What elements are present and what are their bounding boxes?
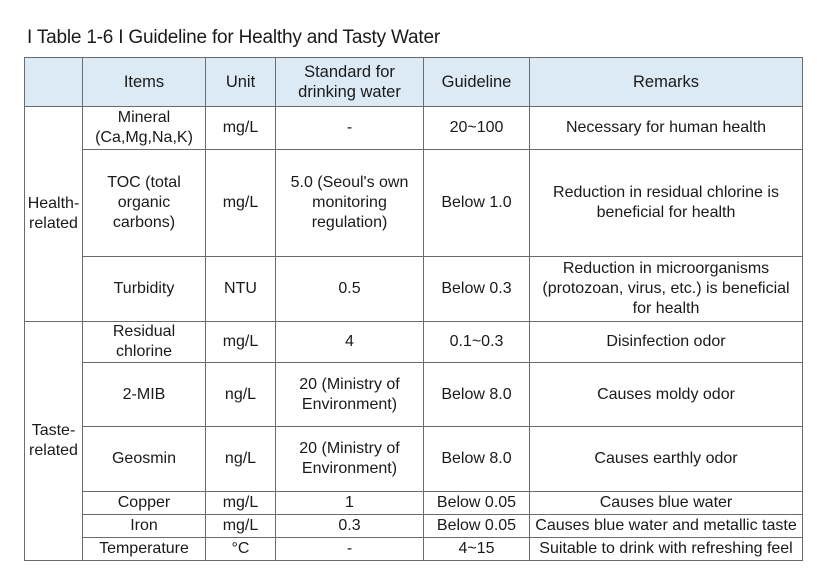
cell-remarks: Causes blue water (529, 491, 803, 515)
cell-guideline: Below 8.0 (423, 426, 530, 492)
cell-remarks: Reduction in residual chlorine is benefi… (529, 149, 803, 257)
cell-unit: mg/L (205, 491, 276, 515)
cell-item: Mineral (Ca,Mg,Na,K) (82, 106, 206, 150)
cell-unit: °C (205, 537, 276, 561)
header-items: Items (82, 57, 206, 107)
cell-guideline: 20~100 (423, 106, 530, 150)
cell-item: Copper (82, 491, 206, 515)
header-remarks: Remarks (529, 57, 803, 107)
cell-remarks: Necessary for human health (529, 106, 803, 150)
cell-item: 2-MIB (82, 362, 206, 427)
cell-unit: mg/L (205, 321, 276, 363)
cell-unit: mg/L (205, 514, 276, 538)
table-row: Health-related Mineral (Ca,Mg,Na,K) mg/L… (24, 106, 803, 322)
cell-guideline: Below 0.05 (423, 491, 530, 515)
cell-guideline: 0.1~0.3 (423, 321, 530, 363)
cell-item: Iron (82, 514, 206, 538)
table-row: Geosmin ng/L 20 (Ministry of Environment… (25, 426, 803, 492)
header-standard: Standard for drinking water (275, 57, 424, 107)
header-unit: Unit (205, 57, 276, 107)
cell-standard: - (275, 537, 424, 561)
cell-standard: 20 (Ministry of Environment) (275, 362, 424, 427)
cell-standard: 1 (275, 491, 424, 515)
cell-guideline: Below 1.0 (423, 149, 530, 257)
cell-standard: 20 (Ministry of Environment) (275, 426, 424, 492)
cell-item: Geosmin (82, 426, 206, 492)
cell-standard: 5.0 (Seoul's own monitoring regulation) (275, 149, 424, 257)
cell-remarks: Causes earthly odor (529, 426, 803, 492)
table-row: Turbidity NTU 0.5 Below 0.3 Reduction in… (25, 256, 803, 322)
cell-item: Turbidity (82, 256, 206, 322)
cell-guideline: Below 0.3 (423, 256, 530, 322)
cell-guideline: Below 8.0 (423, 362, 530, 427)
cell-remarks: Causes moldy odor (529, 362, 803, 427)
cell-guideline: Below 0.05 (423, 514, 530, 538)
cell-unit: ng/L (205, 362, 276, 427)
cell-item: TOC (total organic carbons) (82, 149, 206, 257)
table-row: Temperature °C - 4~15 Suitable to drink … (25, 537, 803, 561)
cell-standard: 0.3 (275, 514, 424, 538)
water-guideline-table: Items Unit Standard for drinking water G… (24, 57, 803, 561)
table-caption: I Table 1-6 I Guideline for Healthy and … (27, 27, 440, 48)
cell-unit: ng/L (205, 426, 276, 492)
cell-standard: 0.5 (275, 256, 424, 322)
cell-standard: 4 (275, 321, 424, 363)
cell-unit: NTU (205, 256, 276, 322)
cell-item: Residual chlorine (82, 321, 206, 363)
cell-remarks: Causes blue water and metallic taste (529, 514, 803, 538)
table-row: TOC (total organic carbons) mg/L 5.0 (Se… (25, 149, 803, 257)
table-row: Taste-related Residual chlorine mg/L 4 0… (24, 321, 803, 561)
cell-unit: mg/L (205, 149, 276, 257)
table-row: Iron mg/L 0.3 Below 0.05 Causes blue wat… (25, 514, 803, 538)
table-row: Copper mg/L 1 Below 0.05 Causes blue wat… (25, 491, 803, 515)
header-category (24, 57, 83, 107)
group-health: Health-related (24, 106, 83, 322)
table-row: 2-MIB ng/L 20 (Ministry of Environment) … (25, 362, 803, 427)
cell-item: Temperature (82, 537, 206, 561)
cell-unit: mg/L (205, 106, 276, 150)
cell-standard: - (275, 106, 424, 150)
cell-remarks: Disinfection odor (529, 321, 803, 363)
cell-remarks: Suitable to drink with refreshing feel (529, 537, 803, 561)
cell-guideline: 4~15 (423, 537, 530, 561)
group-taste: Taste-related (24, 321, 83, 561)
cell-remarks: Reduction in microorganisms (protozoan, … (529, 256, 803, 322)
header-guideline: Guideline (423, 57, 530, 107)
header-row: Items Unit Standard for drinking water G… (24, 57, 803, 107)
